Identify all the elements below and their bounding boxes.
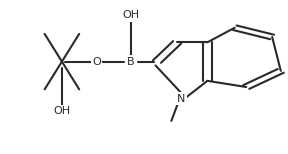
Text: N: N xyxy=(177,94,186,103)
Text: B: B xyxy=(127,57,135,67)
Text: OH: OH xyxy=(53,106,71,116)
Text: OH: OH xyxy=(122,10,140,20)
Text: O: O xyxy=(92,57,101,67)
